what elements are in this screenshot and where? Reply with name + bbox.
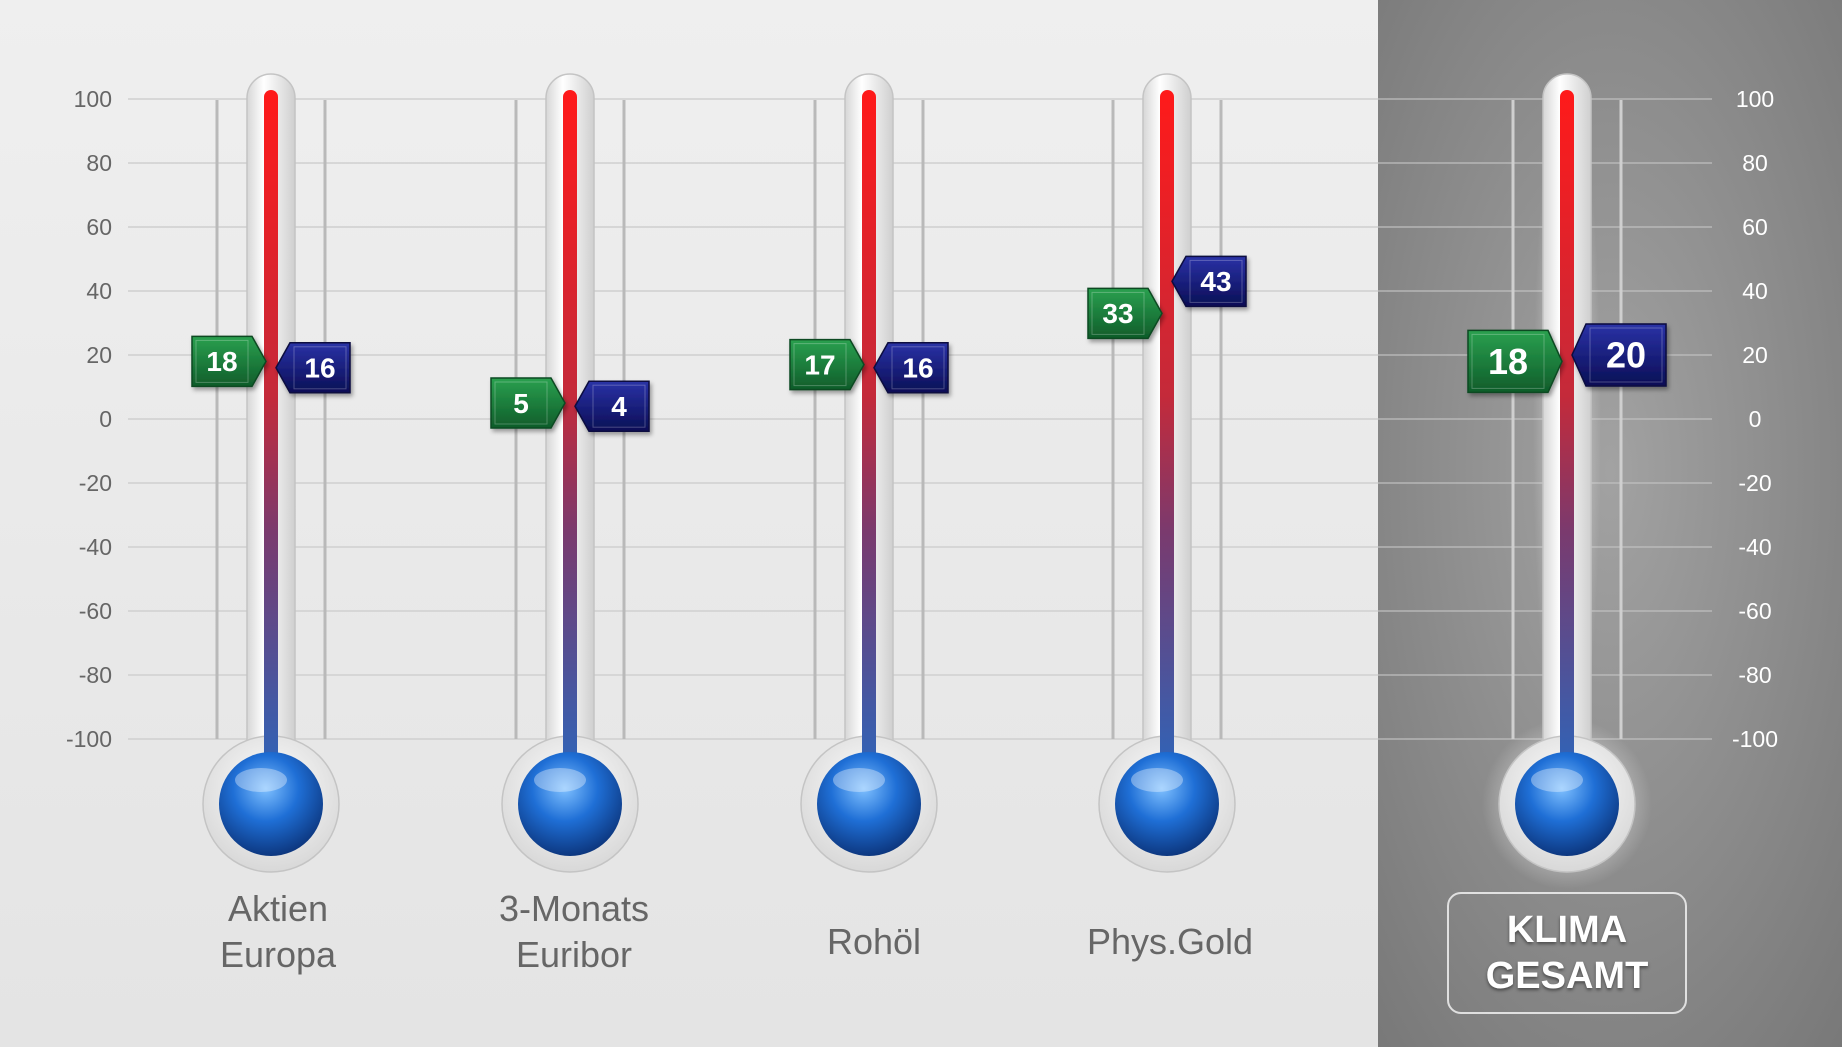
previous-value-label: 4 bbox=[611, 391, 627, 422]
klima-gesamt-box: KLIMA GESAMT bbox=[1447, 892, 1687, 1014]
y-tick-label-left: -20 bbox=[79, 470, 112, 496]
gauge-label-rohoel: Rohöl bbox=[826, 921, 922, 962]
y-tick-label-right: 40 bbox=[1742, 278, 1768, 304]
bulb-highlight bbox=[235, 768, 287, 792]
thermometer-bulb bbox=[1515, 752, 1619, 856]
previous-value-marker: 16 bbox=[275, 342, 351, 394]
thermometer-bulb bbox=[219, 752, 323, 856]
current-value-marker-bevel bbox=[494, 381, 548, 425]
current-value-label: 5 bbox=[513, 388, 529, 419]
bulb-highlight bbox=[833, 768, 885, 792]
previous-value-marker: 16 bbox=[873, 342, 949, 394]
thermometer-bulb bbox=[817, 752, 921, 856]
current-value-label: 17 bbox=[804, 349, 835, 380]
current-value-marker: 5 bbox=[490, 377, 566, 429]
y-tick-label-left: 0 bbox=[99, 406, 112, 432]
y-tick-label-left: 80 bbox=[86, 150, 112, 176]
y-tick-label-left: -80 bbox=[79, 662, 112, 688]
y-tick-label-right: 20 bbox=[1742, 342, 1768, 368]
previous-value-marker-shape bbox=[1571, 323, 1667, 387]
previous-value-marker: 43 bbox=[1171, 255, 1247, 308]
y-tick-label-right: -100 bbox=[1732, 726, 1778, 752]
bulb-highlight bbox=[534, 768, 586, 792]
current-value-marker-bevel bbox=[1091, 291, 1145, 335]
bulb-highlight bbox=[1131, 768, 1183, 792]
previous-value-label: 43 bbox=[1200, 266, 1231, 297]
thermometer-mercury bbox=[1160, 90, 1174, 770]
y-tick-label-left: 100 bbox=[74, 86, 112, 112]
previous-value-marker: 20 bbox=[1571, 323, 1667, 387]
gauge-label-phys-gold: Phys.Gold bbox=[1086, 921, 1254, 962]
gauge-label-3-monats-euribor: 3-Monats Euribor bbox=[498, 888, 650, 975]
y-tick-label-left: -40 bbox=[79, 534, 112, 560]
y-tick-label-right: -60 bbox=[1738, 598, 1771, 624]
y-tick-label-left: -100 bbox=[66, 726, 112, 752]
current-value-marker: 18 bbox=[191, 335, 267, 388]
y-tick-label-left: -60 bbox=[79, 598, 112, 624]
previous-value-marker: 4 bbox=[574, 380, 650, 432]
current-value-marker: 33 bbox=[1087, 287, 1163, 340]
previous-value-marker-bevel bbox=[1189, 259, 1243, 303]
thermometer-gauge-summary: 18 20 bbox=[1467, 64, 1667, 889]
thermometer-bulb bbox=[518, 752, 622, 856]
thermometer-gauge: 33 43 bbox=[1087, 73, 1247, 873]
y-tick-label-right: -20 bbox=[1738, 470, 1771, 496]
thermometer-bulb bbox=[1115, 752, 1219, 856]
current-value-marker-bevel bbox=[195, 339, 249, 383]
current-value-marker: 17 bbox=[789, 338, 865, 391]
thermometer-gauge: 18 16 bbox=[191, 73, 351, 873]
summary-panel bbox=[1378, 0, 1842, 1047]
previous-value-marker-bevel bbox=[293, 346, 347, 390]
current-value-marker-bevel bbox=[1471, 333, 1545, 389]
y-tick-label-right: 0 bbox=[1749, 406, 1762, 432]
y-tick-label-right: 80 bbox=[1742, 150, 1768, 176]
current-value-marker: 18 bbox=[1467, 329, 1563, 394]
current-value-marker-bevel bbox=[793, 343, 847, 387]
current-value-marker-shape bbox=[1467, 329, 1563, 394]
previous-value-marker-bevel bbox=[891, 346, 945, 390]
previous-value-label: 16 bbox=[304, 353, 335, 384]
previous-value-label: 20 bbox=[1606, 335, 1646, 376]
y-tick-label-left: 40 bbox=[86, 278, 112, 304]
thermometer-mercury bbox=[862, 90, 876, 770]
y-tick-label-left: 20 bbox=[86, 342, 112, 368]
klima-gesamt-label: KLIMA GESAMT bbox=[1485, 909, 1649, 997]
thermometer-mercury bbox=[563, 90, 577, 770]
previous-value-marker-bevel bbox=[1589, 327, 1663, 383]
current-value-label: 33 bbox=[1102, 298, 1133, 329]
thermometer-mercury bbox=[1560, 90, 1574, 770]
previous-value-label: 16 bbox=[902, 353, 933, 384]
thermometer-gauge: 17 16 bbox=[789, 73, 949, 873]
current-value-label: 18 bbox=[1488, 341, 1528, 382]
current-value-label: 18 bbox=[206, 346, 237, 377]
gauge-label-aktien-europa: Aktien Europa bbox=[219, 888, 337, 975]
y-tick-label-right: -80 bbox=[1738, 662, 1771, 688]
previous-value-marker-bevel bbox=[592, 384, 646, 428]
y-tick-label-left: 60 bbox=[86, 214, 112, 240]
bulb-highlight bbox=[1531, 768, 1583, 792]
thermometer-mercury bbox=[264, 90, 278, 770]
y-tick-label-right: -40 bbox=[1738, 534, 1771, 560]
y-tick-label-right: 100 bbox=[1736, 86, 1774, 112]
y-tick-label-right: 60 bbox=[1742, 214, 1768, 240]
